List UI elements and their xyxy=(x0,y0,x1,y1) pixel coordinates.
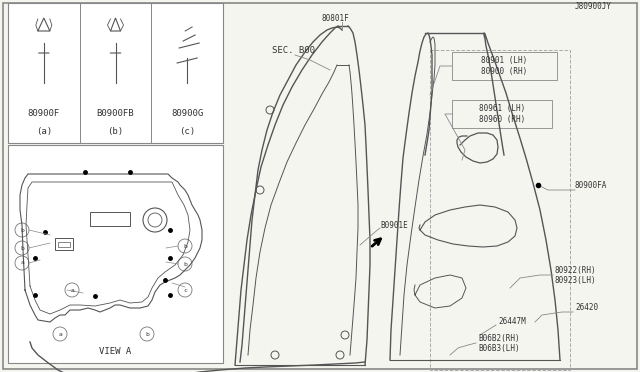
Text: c: c xyxy=(183,288,187,292)
Text: b: b xyxy=(183,262,187,266)
Text: (a): (a) xyxy=(36,126,52,135)
Bar xyxy=(58,242,70,247)
Text: 26447M: 26447M xyxy=(498,317,525,327)
Text: B06B2(RH): B06B2(RH) xyxy=(478,334,520,343)
Text: B06B3(LH): B06B3(LH) xyxy=(478,343,520,353)
Text: a: a xyxy=(58,331,62,337)
Text: a: a xyxy=(20,260,24,266)
Bar xyxy=(430,50,570,370)
Text: b: b xyxy=(20,228,24,232)
Text: B0901E: B0901E xyxy=(380,221,408,230)
Text: (b): (b) xyxy=(108,126,124,135)
Text: a: a xyxy=(70,288,74,292)
Bar xyxy=(452,100,552,128)
Bar xyxy=(90,212,130,226)
Text: 80900FA: 80900FA xyxy=(575,180,607,189)
Text: 80961 (LH): 80961 (LH) xyxy=(479,103,525,112)
Text: 80900F: 80900F xyxy=(28,109,60,118)
Text: 80922(RH): 80922(RH) xyxy=(555,266,596,275)
Text: VIEW A: VIEW A xyxy=(99,346,132,356)
Text: 80900G: 80900G xyxy=(171,109,204,118)
Text: J80900JY: J80900JY xyxy=(575,1,612,10)
Text: B0900FB: B0900FB xyxy=(97,109,134,118)
Text: 26420: 26420 xyxy=(575,304,598,312)
Text: 80900 (RH): 80900 (RH) xyxy=(481,67,527,76)
Text: b: b xyxy=(145,331,149,337)
Bar xyxy=(452,52,557,80)
Text: b: b xyxy=(20,246,24,250)
Text: (c): (c) xyxy=(179,126,195,135)
Text: 80960 (RH): 80960 (RH) xyxy=(479,115,525,124)
FancyBboxPatch shape xyxy=(3,3,637,369)
Bar xyxy=(55,238,73,250)
Bar xyxy=(8,145,223,363)
Text: b: b xyxy=(183,244,187,248)
Text: 80801F: 80801F xyxy=(321,13,349,22)
Text: 80923(LH): 80923(LH) xyxy=(555,276,596,285)
Bar xyxy=(8,3,223,143)
Text: SEC. B00: SEC. B00 xyxy=(272,45,315,55)
Text: 80901 (LH): 80901 (LH) xyxy=(481,55,527,64)
